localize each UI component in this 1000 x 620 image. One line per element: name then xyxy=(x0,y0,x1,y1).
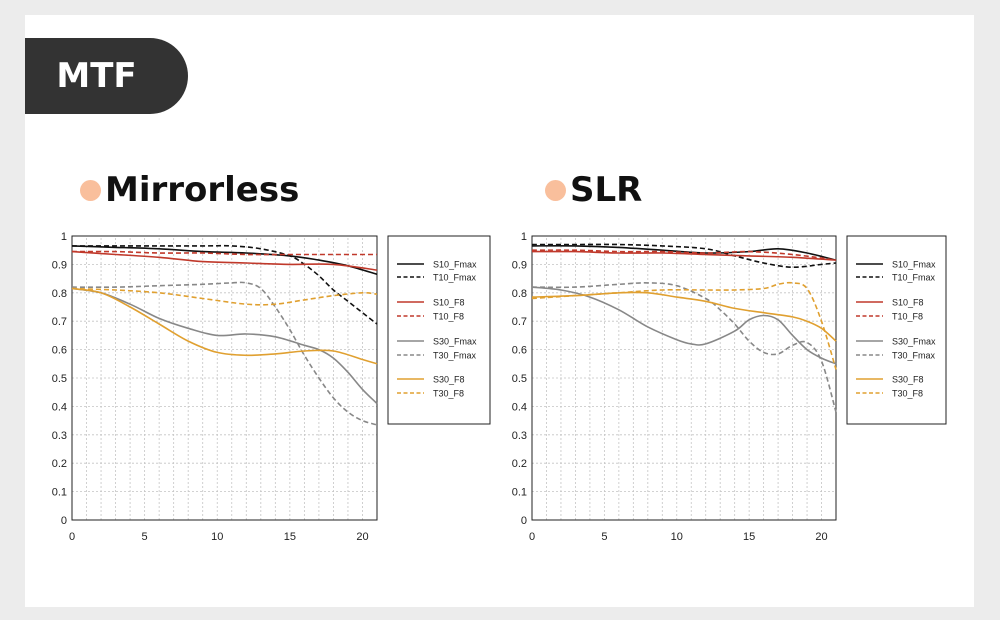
legend-label: T30_F8 xyxy=(892,389,923,399)
y-tick-label: 0.2 xyxy=(512,458,527,470)
mirrorless-title: Mirrorless xyxy=(105,170,300,210)
y-tick-label: 0.8 xyxy=(52,288,67,300)
legend-label: T10_F8 xyxy=(433,312,464,322)
y-tick-label: 0.5 xyxy=(512,373,527,385)
legend-label: S30_F8 xyxy=(892,375,924,385)
legend-label: S10_Fmax xyxy=(892,260,936,270)
x-tick-label: 10 xyxy=(671,531,683,543)
y-tick-label: 0.9 xyxy=(512,259,527,271)
series-line-t10-fmax xyxy=(532,243,837,269)
series-line-s30-f8 xyxy=(71,287,378,365)
legend-label: S30_F8 xyxy=(433,375,465,385)
series-line-t30-fmax xyxy=(531,282,837,413)
series-line-s10-fmax xyxy=(531,245,837,261)
y-tick-label: 1 xyxy=(61,231,67,243)
plot-frame xyxy=(71,235,378,521)
series-line-t10-f8 xyxy=(531,249,837,261)
y-tick-label: 0.3 xyxy=(512,430,527,442)
legend-label: T30_Fmax xyxy=(433,351,477,361)
legend-label: T10_Fmax xyxy=(892,273,936,283)
slr-title: SLR xyxy=(570,170,643,210)
legend-label: S10_F8 xyxy=(433,298,465,308)
series-line-s10-f8 xyxy=(531,250,837,261)
content-card xyxy=(25,15,974,607)
y-tick-label: 0.3 xyxy=(52,430,67,442)
mtf-badge: MTF xyxy=(25,38,188,114)
x-tick-label: 15 xyxy=(284,531,296,543)
legend-label: T10_Fmax xyxy=(433,273,477,283)
y-tick-label: 0.1 xyxy=(512,487,527,499)
y-tick-label: 0 xyxy=(521,515,527,527)
series-line-t10-fmax xyxy=(72,244,378,325)
series-line-s10-fmax xyxy=(71,245,378,276)
legend-label: S10_F8 xyxy=(892,298,924,308)
series-line-s10-f8 xyxy=(71,250,378,271)
legend-label: S30_Fmax xyxy=(892,337,936,347)
plot-frame xyxy=(531,235,837,521)
mirrorless-heading: Mirrorless xyxy=(80,168,299,212)
legend-label: T30_F8 xyxy=(433,389,464,399)
x-tick-label: 5 xyxy=(142,531,148,543)
legend-label: T10_F8 xyxy=(892,312,923,322)
series-line-t30-fmax xyxy=(71,281,378,426)
x-tick-label: 5 xyxy=(601,531,607,543)
accent-dot-icon xyxy=(545,179,566,201)
legend-label: T30_Fmax xyxy=(892,351,936,361)
chart-mirrorless: 00.10.20.30.40.50.60.70.80.910 5 10 15 20S10… xyxy=(52,231,491,543)
y-tick-label: 0.6 xyxy=(512,345,527,357)
series-line-s30-fmax xyxy=(531,286,837,365)
y-tick-label: 0.7 xyxy=(52,316,67,328)
x-tick-label: 20 xyxy=(356,531,368,543)
x-tick-label: 10 xyxy=(211,531,223,543)
legend-label: S30_Fmax xyxy=(433,337,477,347)
y-tick-label: 0.4 xyxy=(512,401,527,413)
legend-label: S10_Fmax xyxy=(433,260,477,270)
slr-heading: SLR xyxy=(545,168,642,212)
accent-dot-icon xyxy=(80,179,101,201)
series-line-s30-fmax xyxy=(71,287,378,405)
y-tick-label: 1 xyxy=(521,231,527,243)
y-tick-label: 0.2 xyxy=(52,458,67,470)
y-tick-label: 0.8 xyxy=(512,288,527,300)
series-line-t30-f8 xyxy=(71,287,378,306)
y-tick-label: 0.5 xyxy=(52,373,67,385)
y-tick-label: 0.9 xyxy=(52,259,67,271)
x-tick-label: 20 xyxy=(815,531,827,543)
legend: S10_Fmax T10_Fmax S10_F8 T10_F8 S30_Fmax T30_… xyxy=(846,235,947,425)
series-line-t10-f8 xyxy=(71,250,377,256)
y-tick-label: 0 xyxy=(61,515,67,527)
chart-slr: 00.10.20.30.40.50.60.70.80.910 5 10 15 20S10… xyxy=(512,231,947,543)
x-tick-label: 0 xyxy=(69,531,75,543)
mtf-badge-label: MTF xyxy=(56,56,137,96)
y-tick-label: 0.1 xyxy=(52,487,67,499)
y-tick-label: 0.4 xyxy=(52,401,67,413)
y-tick-label: 0.7 xyxy=(512,316,527,328)
x-tick-label: 0 xyxy=(529,531,535,543)
x-tick-label: 15 xyxy=(743,531,755,543)
series-line-t30-f8 xyxy=(531,281,837,370)
y-tick-label: 0.6 xyxy=(52,345,67,357)
legend: S10_Fmax T10_Fmax S10_F8 T10_F8 S30_Fmax T30_… xyxy=(387,235,491,425)
